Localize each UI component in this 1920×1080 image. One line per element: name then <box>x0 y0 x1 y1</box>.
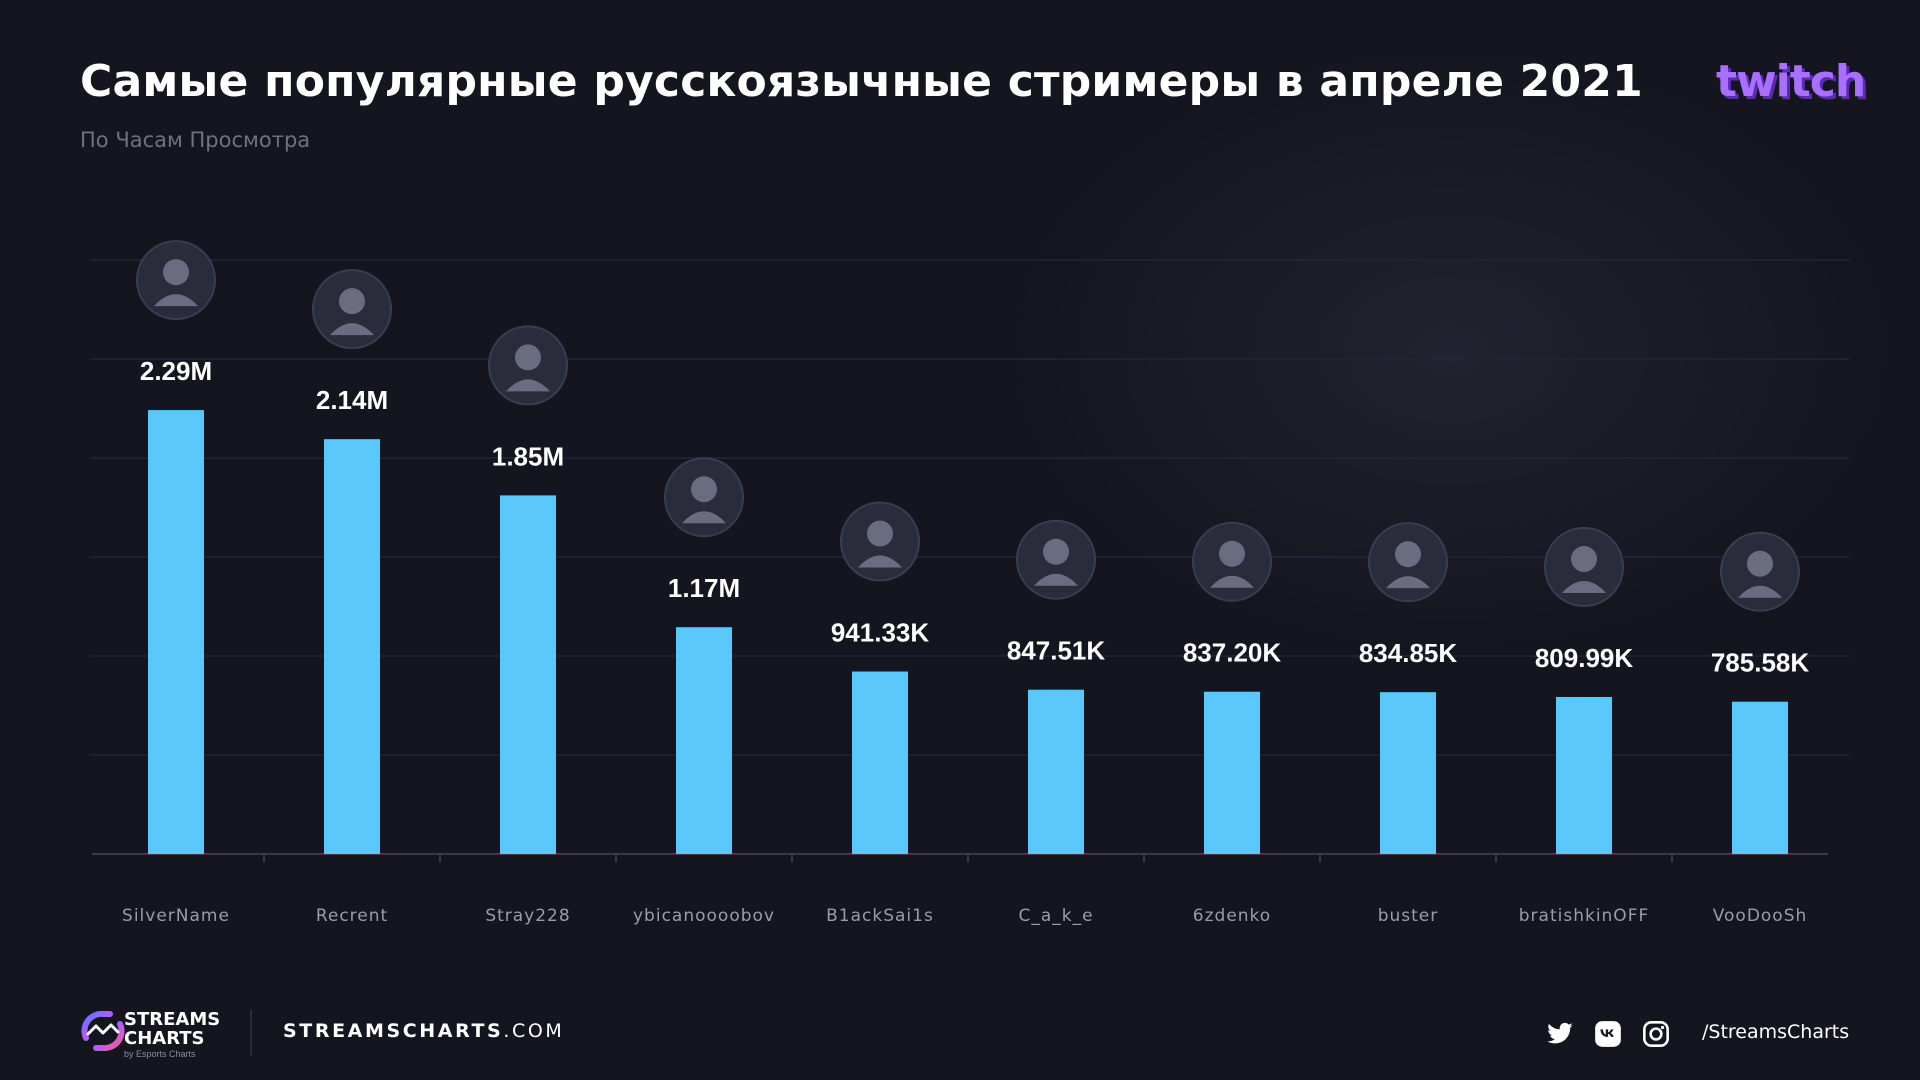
avatar-icon-head <box>1747 550 1773 577</box>
bar <box>1732 701 1788 854</box>
bar <box>148 410 204 854</box>
value-label: 785.58K <box>1711 648 1810 678</box>
avatar-icon-head <box>339 288 365 315</box>
avatar-icon-body <box>1034 573 1078 586</box>
value-label: 847.51K <box>1007 636 1106 666</box>
avatar-icon-head <box>867 520 893 547</box>
avatar-icon-head <box>163 259 189 286</box>
value-label: 1.17M <box>668 573 740 603</box>
chart-subtitle: По Часам Просмотра <box>80 128 311 152</box>
avatar-icon-head <box>515 344 541 371</box>
value-label: 1.85M <box>492 441 564 471</box>
bar-chart: 2.29M SilverName 2.14M Recrent 1.85M Stray228… <box>90 240 1850 926</box>
chart-title: Самые популярные русскоязычные стримеры … <box>80 56 1643 107</box>
value-label: 837.20K <box>1183 638 1282 668</box>
social-handle[interactable]: /StreamsCharts <box>1702 1021 1850 1043</box>
avatar-icon-body <box>330 323 374 336</box>
avatar-icon-body <box>682 511 726 524</box>
avatar-icon-head <box>1571 545 1597 572</box>
avatar-icon-head <box>691 476 717 503</box>
bar <box>1204 691 1260 854</box>
avatar-icon-body <box>506 379 550 392</box>
vk-icon[interactable] <box>1594 1020 1622 1048</box>
bar <box>1556 696 1612 854</box>
footer-divider <box>250 1010 252 1056</box>
value-label: 2.29M <box>140 356 212 386</box>
value-label: 2.14M <box>316 385 388 415</box>
category-label: Recrent <box>316 906 388 926</box>
streamscharts-logo-icon <box>81 1010 125 1052</box>
site-url-tld: .COM <box>503 1020 565 1042</box>
brand-line-1: STREAMS <box>124 1009 221 1030</box>
avatar-icon-body <box>1562 580 1606 593</box>
footer: STREAMS CHARTS by Esports Charts STREAMS… <box>0 1000 1920 1070</box>
brand-line-2: CHARTS <box>124 1028 205 1049</box>
avatar-icon-head <box>1219 540 1245 567</box>
bar <box>1380 692 1436 854</box>
brand-by-line: by Esports Charts <box>124 1049 196 1059</box>
bar <box>324 439 380 854</box>
bar <box>1028 689 1084 854</box>
bar <box>676 627 732 854</box>
avatar-icon-body <box>154 294 198 307</box>
avatar-icon-body <box>1738 585 1782 598</box>
twitch-logo: twitch <box>1716 56 1866 107</box>
category-label: bratishkinOFF <box>1519 906 1650 926</box>
site-url-bold: STREAMSCHARTS <box>283 1020 504 1042</box>
category-label: 6zdenko <box>1193 906 1271 926</box>
site-url[interactable]: STREAMSCHARTS.COM <box>283 1020 564 1042</box>
avatar-icon-head <box>1395 541 1421 568</box>
bar <box>500 495 556 854</box>
avatar-icon-body <box>1210 575 1254 588</box>
category-label: C_a_k_e <box>1018 906 1093 926</box>
category-label: SilverName <box>122 906 230 926</box>
value-label: 809.99K <box>1535 643 1634 673</box>
avatar-icon-body <box>1386 576 1430 589</box>
brand-wordmark: STREAMS CHARTS <box>124 1010 220 1048</box>
instagram-icon[interactable] <box>1642 1020 1670 1048</box>
bar <box>852 671 908 854</box>
category-label: ybicanoooobov <box>633 906 775 926</box>
avatar-icon-head <box>1043 538 1069 565</box>
category-label: Stray228 <box>485 906 570 926</box>
avatar-icon-body <box>858 555 902 568</box>
category-label: VooDooSh <box>1713 906 1808 926</box>
twitter-icon[interactable] <box>1546 1020 1574 1048</box>
category-label: buster <box>1378 906 1439 926</box>
category-label: B1ackSai1s <box>826 906 934 926</box>
value-label: 941.33K <box>831 618 930 648</box>
value-label: 834.85K <box>1359 638 1458 668</box>
